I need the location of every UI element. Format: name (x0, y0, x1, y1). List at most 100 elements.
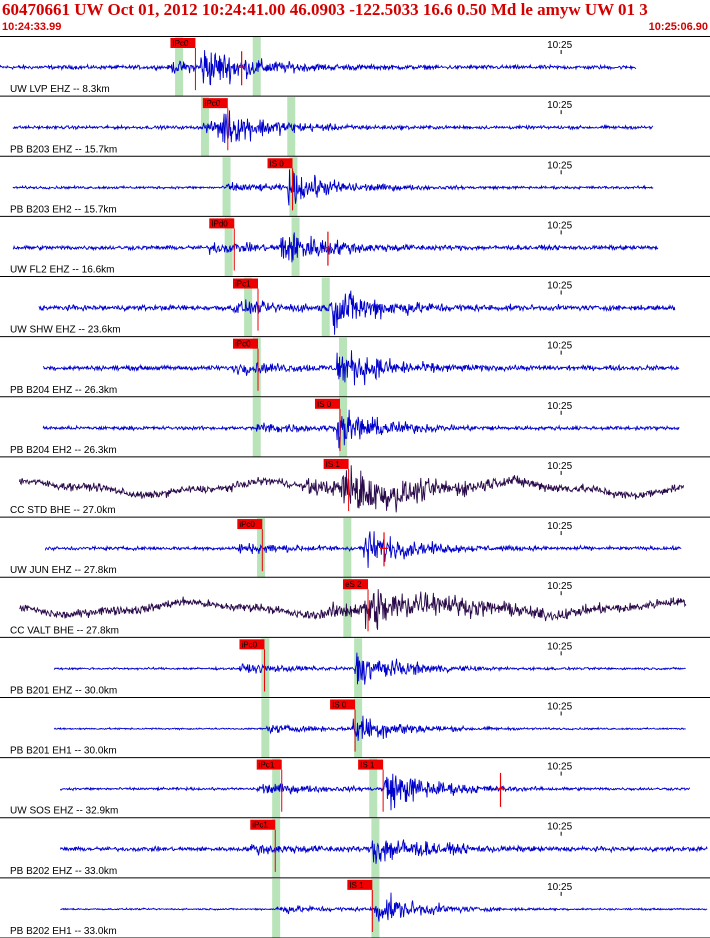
trace-panel[interactable]: IPd0 10:25 UW FL2 EHZ -- 16.6km (0, 217, 710, 278)
p-pick-label: IPd0 (211, 219, 228, 228)
event-title: 60470661 UW Oct 01, 2012 10:24:41.00 46.… (2, 0, 648, 19)
p-pick-label: iPc1 (252, 821, 268, 830)
p-pick-box[interactable] (256, 759, 282, 770)
station-label: UW LVP EHZ -- 8.3km (10, 84, 110, 95)
trace-panel[interactable]: iPc1 10:25 PB B202 EHZ -- 33.0km (0, 818, 710, 879)
time-tick-label: 10:25 (547, 762, 572, 773)
waveform (42, 409, 680, 449)
time-tick-label: 10:25 (547, 882, 572, 893)
trace-panel[interactable]: iPc0 10:25 PB B204 EHZ -- 26.3km (0, 337, 710, 398)
waveform (38, 290, 676, 335)
station-label: PB B202 EH1 -- 33.0km (10, 926, 117, 937)
p-pick-label: iPc0 (205, 99, 221, 108)
s-phase-band (354, 698, 363, 758)
p-pick-label: iPc0 (235, 340, 251, 349)
event-header: 60470661 UW Oct 01, 2012 10:24:41.00 46.… (0, 0, 710, 38)
time-tick-label: 10:25 (547, 341, 572, 352)
p-pick-box[interactable] (237, 519, 263, 530)
station-label: PB B202 EHZ -- 33.0km (10, 866, 117, 877)
window-end-time: 10:25:06.90 (648, 21, 708, 33)
station-label: CC STD BHE -- 27.0km (10, 505, 116, 516)
waveform (59, 773, 691, 811)
time-tick-label: 10:25 (547, 461, 572, 472)
p-pick-box[interactable] (250, 819, 276, 830)
waveform (44, 531, 682, 568)
s-pick-box[interactable] (323, 458, 349, 469)
trace-panel[interactable]: IS 0 10:25 PB B203 EH2 -- 15.7km (0, 157, 710, 217)
station-label: UW FL2 EHZ -- 16.6km (10, 265, 114, 276)
s-pick-label: IS 1 (349, 881, 364, 890)
p-pick-box[interactable] (170, 38, 196, 48)
station-label: UW JUN EHZ -- 27.8km (10, 565, 117, 576)
p-phase-band (257, 518, 266, 578)
time-tick-label: 10:25 (547, 581, 572, 592)
waveform (60, 892, 708, 922)
station-label: UW SHW EHZ -- 23.6km (10, 325, 121, 336)
time-tick-label: 10:25 (547, 281, 572, 292)
seismogram-plot[interactable]: IPc0 10:25 UW LVP EHZ -- 8.3km iPc0 10:25 PB … (0, 36, 710, 938)
s-phase-band (343, 578, 352, 638)
trace-panel[interactable]: IS 0 10:25 PB B204 EH2 -- 26.3km (0, 397, 710, 458)
p-phase-band (244, 277, 253, 337)
waveform (19, 589, 687, 630)
p-pick-box[interactable] (232, 278, 258, 289)
trace-panel[interactable]: iPc1 IS 1 10:25 UW SOS EHZ -- 32.9km (0, 758, 710, 819)
p-pick-label: iPc0 (241, 640, 257, 649)
s-phase-band (291, 217, 300, 277)
waveform (42, 350, 680, 386)
p-phase-band (261, 698, 270, 758)
s-phase-band (371, 818, 380, 878)
time-tick-label: 10:25 (547, 100, 572, 111)
station-label: PB B201 EHZ -- 30.0km (10, 685, 117, 696)
s-pick-label: IS 0 (317, 400, 332, 409)
station-label: PB B203 EHZ -- 15.7km (10, 144, 117, 155)
station-label: CC VALT BHE -- 27.8km (10, 625, 119, 636)
p-pick-box[interactable] (209, 218, 235, 229)
p-pick-label: IPc0 (172, 39, 189, 48)
s-pick-box[interactable] (358, 759, 384, 770)
trace-panel[interactable]: IPc0 10:25 UW LVP EHZ -- 8.3km (0, 37, 710, 97)
trace-panel[interactable]: IS 0 10:25 PB B201 EH1 -- 30.0km (0, 698, 710, 759)
p-phase-band (175, 37, 184, 97)
trace-panel[interactable]: iPc0 10:25 UW JUN EHZ -- 27.8km (0, 518, 710, 578)
s-pick-label: IS 1 (326, 460, 341, 469)
p-phase-band (224, 217, 233, 277)
time-tick-label: 10:25 (547, 641, 572, 652)
p-pick-label: iPc1 (259, 761, 275, 770)
p-pick-box[interactable] (232, 338, 258, 349)
time-tick-label: 10:25 (547, 521, 572, 532)
station-label: PB B201 EH1 -- 30.0km (10, 746, 117, 757)
s-pick-box[interactable] (314, 398, 340, 409)
s-pick-label: IS 1 (360, 761, 375, 770)
waveform (18, 465, 685, 513)
station-label: PB B204 EHZ -- 26.3km (10, 385, 117, 396)
p-pick-label: iPc1 (235, 280, 251, 289)
trace-panel[interactable]: iPc0 10:25 PB B203 EHZ -- 15.7km (0, 97, 710, 157)
time-tick-label: 10:25 (547, 701, 572, 712)
waveform (12, 110, 654, 144)
time-tick-label: 10:25 (547, 822, 572, 833)
s-pick-box[interactable] (330, 699, 356, 710)
waveform (59, 839, 708, 864)
s-pick-label: IS 0 (270, 159, 285, 168)
s-pick-box[interactable] (267, 158, 293, 169)
time-tick-label: 10:25 (547, 160, 572, 171)
trace-panel[interactable]: IS 1 10:25 PB B202 EH1 -- 33.0km (0, 878, 710, 938)
window-start-time: 10:24:33.99 (2, 21, 62, 33)
s-pick-box[interactable] (347, 879, 373, 890)
p-pick-label: iPc0 (239, 520, 255, 529)
time-tick-label: 10:25 (547, 220, 572, 231)
trace-panel[interactable]: iPc1 10:25 UW SHW EHZ -- 23.6km (0, 277, 710, 338)
waveform (53, 715, 686, 741)
waveform (12, 232, 659, 263)
trace-panel[interactable]: iPc0 10:25 PB B201 EHZ -- 30.0km (0, 638, 710, 698)
trace-panel[interactable]: IS 1 10:25 CC STD BHE -- 27.0km (0, 458, 710, 518)
waveform (12, 169, 654, 206)
waveform (0, 50, 637, 86)
s-phase-band (369, 758, 378, 818)
p-pick-box[interactable] (202, 98, 228, 109)
trace-panel[interactable]: eS 2 10:25 CC VALT BHE -- 27.8km (0, 578, 710, 638)
p-pick-box[interactable] (239, 639, 265, 650)
s-pick-label: IS 0 (332, 700, 347, 709)
s-pick-box[interactable] (343, 579, 369, 590)
